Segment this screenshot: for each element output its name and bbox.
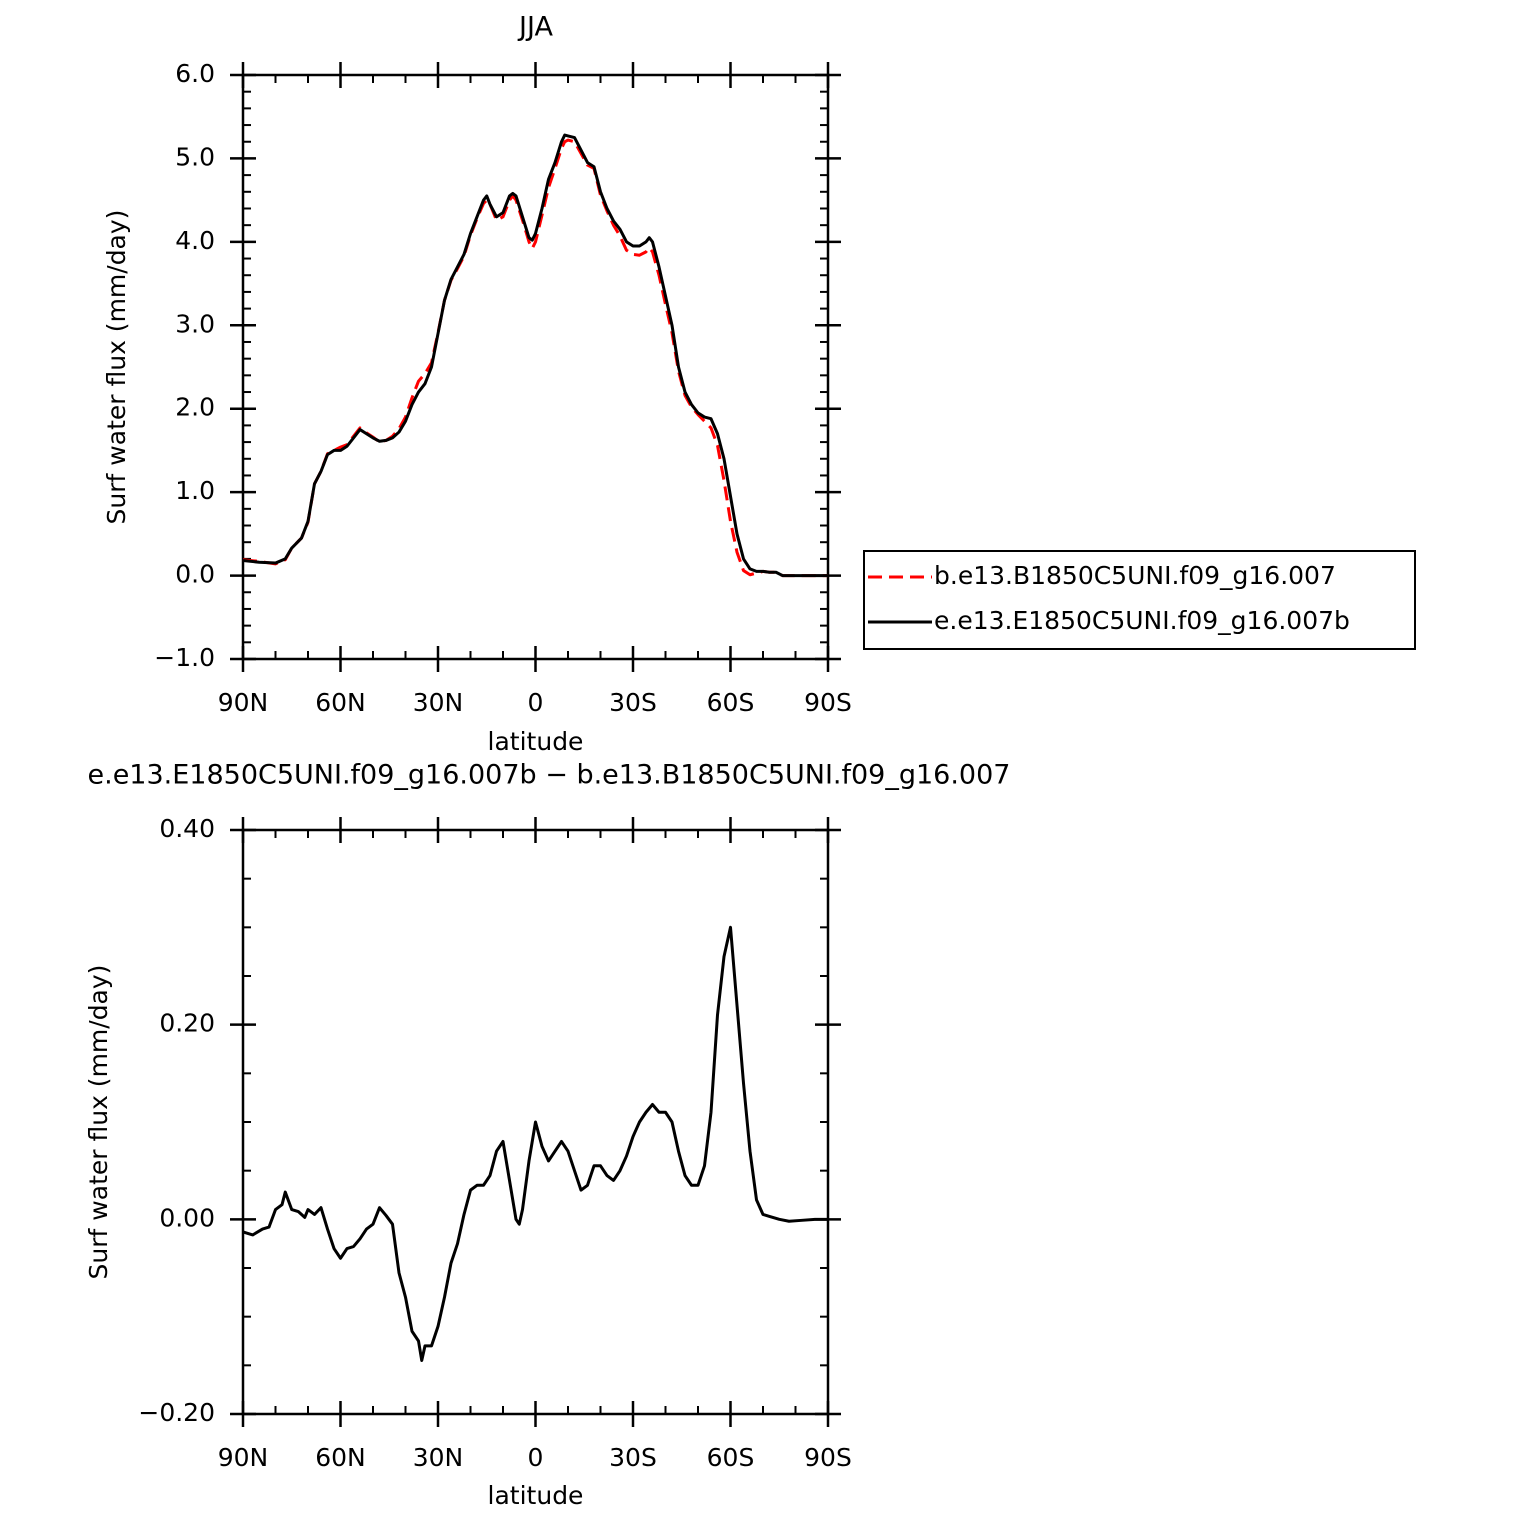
series-line xyxy=(242,925,828,1362)
x-tick-label: 90S xyxy=(804,1443,852,1472)
y-tick-label: 5.0 xyxy=(175,142,215,171)
x-tick-label: 30S xyxy=(609,688,657,717)
plot-frame xyxy=(241,828,830,1416)
y-tick-label: 2.0 xyxy=(175,393,215,422)
x-tick-label: 30N xyxy=(413,1443,464,1472)
chart-title: e.e13.E1850C5UNI.f09_g16.007b − b.e13.B1… xyxy=(88,760,1011,791)
y-tick-label: 0.0 xyxy=(175,560,215,589)
y-tick-label: 0.20 xyxy=(159,1009,215,1038)
y-tick-label: −0.20 xyxy=(138,1398,215,1427)
y-tick-label: 1.0 xyxy=(175,476,215,505)
x-tick-label: 60N xyxy=(315,1443,366,1472)
x-tick-label: 0 xyxy=(528,1443,544,1472)
x-axis-label: latitude xyxy=(488,727,584,756)
chart-title: JJA xyxy=(517,12,553,43)
x-tick-label: 90N xyxy=(218,1443,269,1472)
plot-frame xyxy=(241,73,830,661)
y-tick-label: −1.0 xyxy=(154,643,215,672)
y-tick-label: 0.40 xyxy=(159,814,215,843)
x-tick-label: 30N xyxy=(413,688,464,717)
series-line xyxy=(242,138,828,578)
x-tick-label: 60S xyxy=(707,1443,755,1472)
x-tick-label: 90S xyxy=(804,688,852,717)
y-axis-label: Surf water flux (mm/day) xyxy=(84,965,113,1280)
x-tick-label: 90N xyxy=(218,688,269,717)
x-tick-label: 60N xyxy=(315,688,366,717)
y-axis-label: Surf water flux (mm/day) xyxy=(102,210,131,525)
y-tick-label: 6.0 xyxy=(175,59,215,88)
series-line xyxy=(242,133,828,578)
legend-label: b.e13.B1850C5UNI.f09_g16.007 xyxy=(934,561,1336,590)
x-tick-label: 60S xyxy=(707,688,755,717)
y-tick-label: 3.0 xyxy=(175,309,215,338)
x-axis-label: latitude xyxy=(488,1481,584,1510)
legend-label: e.e13.E1850C5UNI.f09_g16.007b xyxy=(934,606,1350,635)
x-tick-label: 0 xyxy=(528,688,544,717)
x-tick-label: 30S xyxy=(609,1443,657,1472)
legend-box xyxy=(863,550,1416,650)
y-tick-label: 4.0 xyxy=(175,226,215,255)
y-tick-label: 0.00 xyxy=(159,1203,215,1232)
